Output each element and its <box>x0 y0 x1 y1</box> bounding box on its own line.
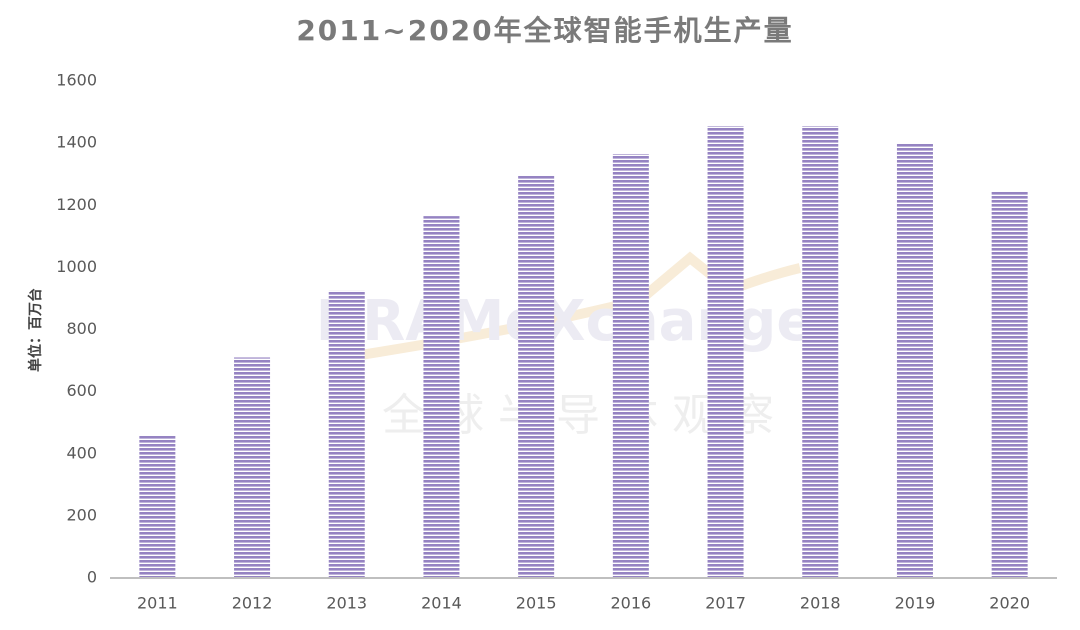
bar <box>802 126 839 579</box>
y-tick-label: 200 <box>66 505 97 524</box>
x-tick-label: 2016 <box>610 594 651 613</box>
x-tick-label: 2017 <box>705 594 746 613</box>
y-axis-label: 单位：百万台 <box>27 288 44 372</box>
bar <box>423 216 460 578</box>
x-tick-label: 2018 <box>800 594 841 613</box>
chart-title: 2011~2020年全球智能手机生产量 <box>296 14 793 47</box>
bar <box>612 153 649 578</box>
bar <box>991 191 1028 578</box>
bar <box>707 126 744 579</box>
y-tick-label: 0 <box>87 568 97 587</box>
y-tick-label: 400 <box>66 443 97 462</box>
x-tick-label: 2015 <box>516 594 557 613</box>
y-tick-label: 1200 <box>56 195 97 214</box>
x-tick-label: 2011 <box>137 594 178 613</box>
bar <box>328 290 365 578</box>
bar <box>139 435 176 578</box>
y-tick-label: 600 <box>66 381 97 400</box>
x-tick-label: 2020 <box>989 594 1030 613</box>
bar <box>896 143 933 578</box>
bar <box>518 175 555 578</box>
y-tick-label: 800 <box>66 319 97 338</box>
x-tick-label: 2014 <box>421 594 462 613</box>
y-tick-label: 1600 <box>56 71 97 90</box>
y-tick-label: 1000 <box>56 257 97 276</box>
x-tick-label: 2012 <box>232 594 273 613</box>
x-tick-label: 2019 <box>895 594 936 613</box>
x-tick-label: 2013 <box>326 594 367 613</box>
y-tick-label: 1400 <box>56 133 97 152</box>
bar <box>234 357 271 578</box>
